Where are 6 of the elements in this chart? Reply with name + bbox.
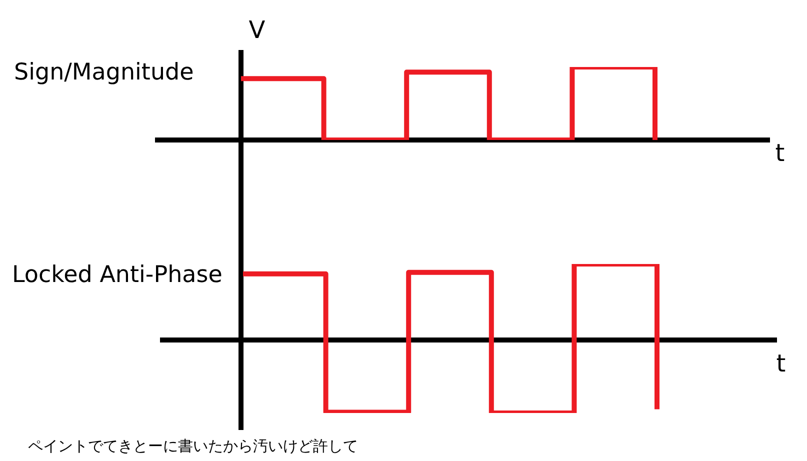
text: Sign/Magnitude	[14, 60, 194, 86]
x-axis-title: t	[776, 349, 786, 378]
y-axis-title: V	[248, 16, 266, 44]
text: ペイントでてきとーに書いたから汚いけど許して	[28, 436, 358, 455]
x-axis-title: t	[775, 139, 785, 168]
series-label: Locked Anti-Phase	[12, 262, 222, 288]
